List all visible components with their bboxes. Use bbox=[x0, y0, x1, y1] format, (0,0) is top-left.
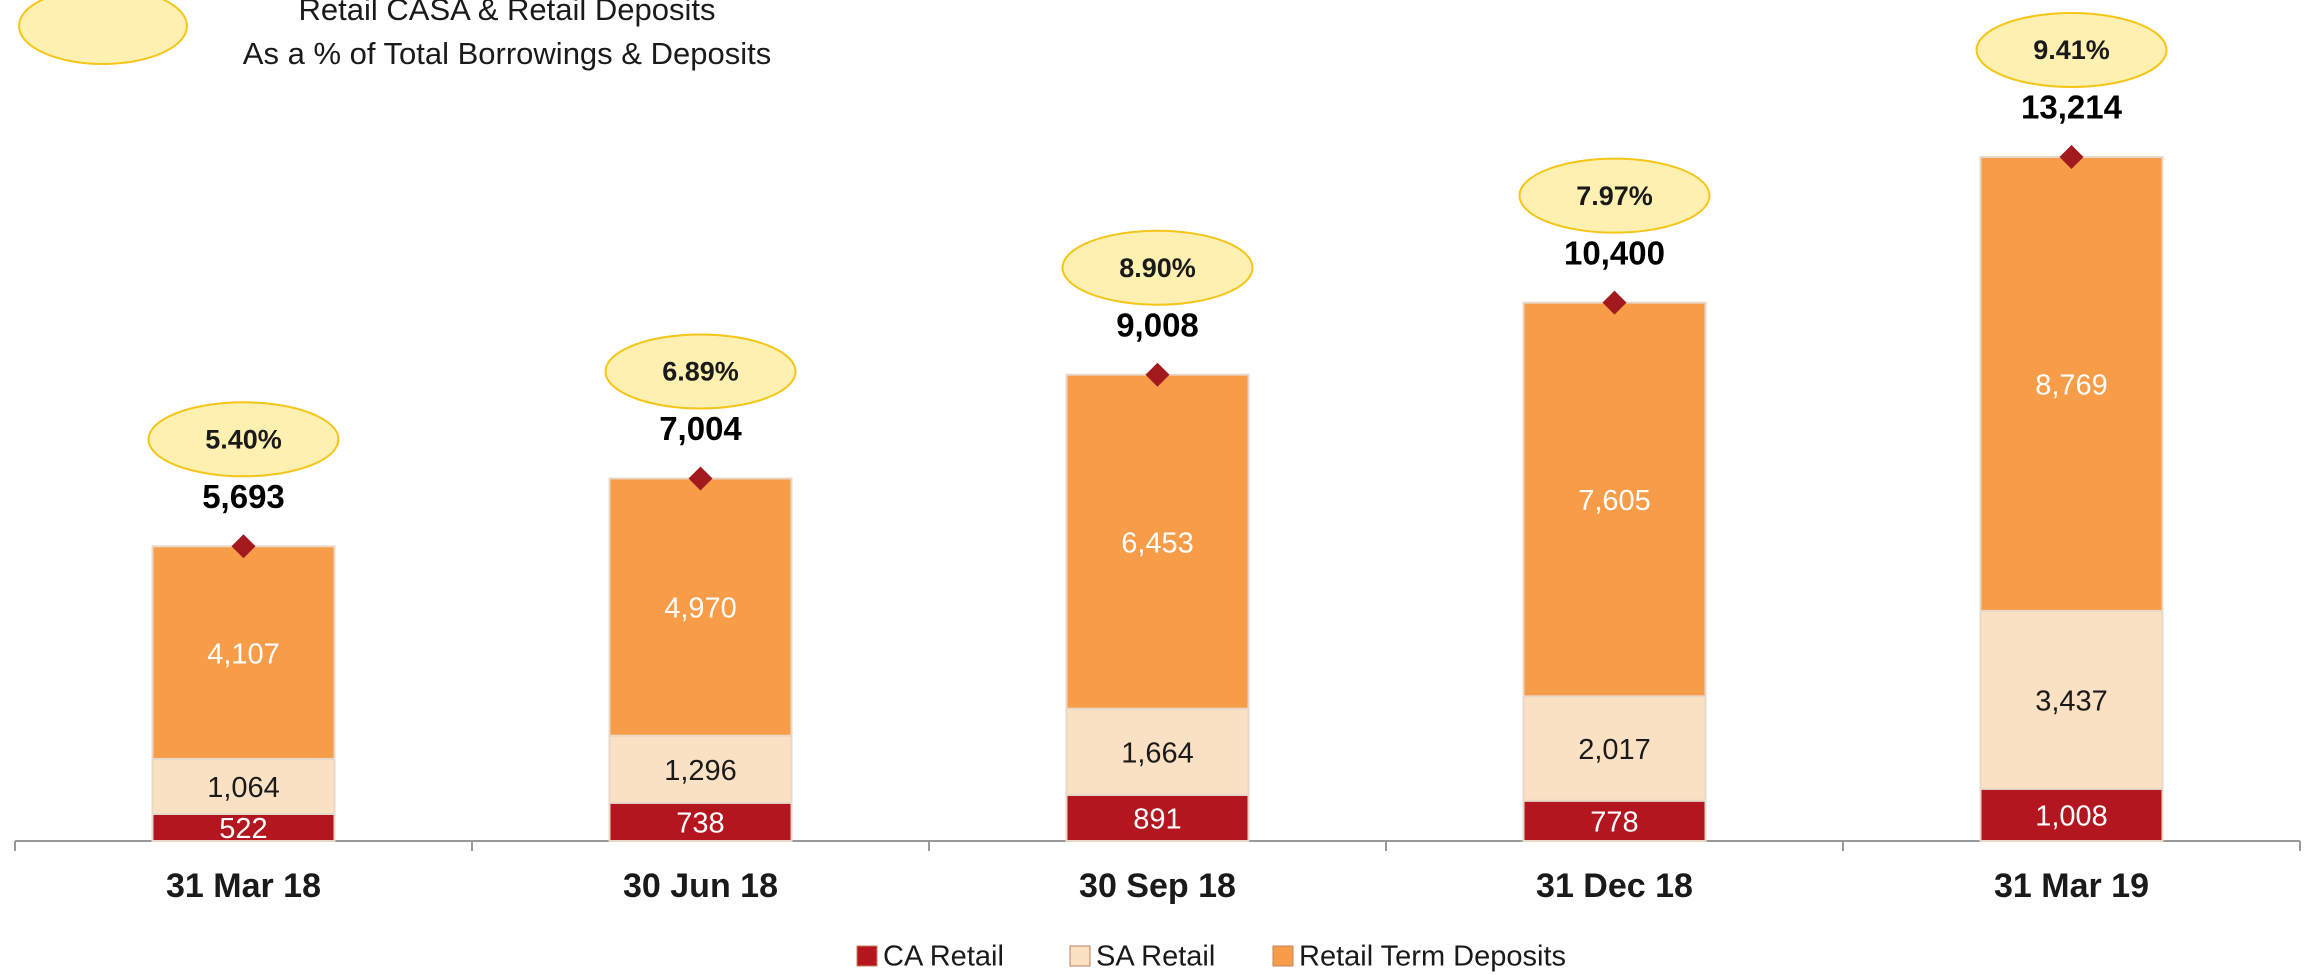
percent-label: 8.90% bbox=[1119, 253, 1196, 283]
legend-swatch bbox=[1272, 945, 1294, 967]
x-tick-label: 31 Dec 18 bbox=[1536, 867, 1693, 905]
data-label: 4,970 bbox=[664, 593, 737, 625]
bar-segment bbox=[1065, 793, 1250, 842]
data-label: 1,664 bbox=[1121, 737, 1194, 769]
total-marker bbox=[2059, 145, 2084, 169]
legend-label: SA Retail bbox=[1096, 941, 1215, 973]
legend-label: Retail Term Deposits bbox=[1299, 941, 1566, 973]
data-label: 522 bbox=[219, 813, 267, 845]
bar-segment bbox=[151, 545, 336, 760]
percent-bubble bbox=[147, 401, 340, 478]
total-label: 13,214 bbox=[2021, 89, 2123, 126]
data-label: 3,437 bbox=[2035, 686, 2108, 718]
total-label: 10,400 bbox=[1564, 234, 1665, 271]
total-marker bbox=[1145, 362, 1170, 387]
percent-label: 9.41% bbox=[2033, 35, 2110, 65]
data-label: 1,064 bbox=[207, 772, 280, 804]
data-label: 778 bbox=[1590, 807, 1638, 839]
total-label: 7,004 bbox=[659, 410, 742, 447]
x-tick-label: 31 Mar 19 bbox=[1994, 867, 2149, 905]
bar-segment bbox=[151, 757, 336, 815]
percent-legend-text: Retail CASA & Retail Deposits bbox=[299, 0, 716, 27]
total-marker bbox=[688, 466, 713, 491]
percent-label: 7.97% bbox=[1576, 181, 1653, 211]
data-label: 6,453 bbox=[1121, 527, 1194, 559]
data-label: 891 bbox=[1133, 804, 1181, 836]
percent-bubble bbox=[1975, 12, 2168, 88]
total-marker bbox=[231, 534, 256, 559]
x-tick-label: 30 Jun 18 bbox=[623, 867, 778, 905]
bar-segment bbox=[1065, 373, 1250, 710]
bar-segment bbox=[608, 477, 793, 737]
percent-bubble bbox=[1061, 229, 1254, 306]
percent-bubble bbox=[604, 333, 797, 410]
bar-segment bbox=[151, 812, 336, 842]
total-label: 9,008 bbox=[1116, 306, 1199, 343]
data-label: 1,296 bbox=[664, 755, 737, 787]
bar-segment bbox=[608, 734, 793, 804]
data-label: 2,017 bbox=[1578, 734, 1651, 766]
x-tick-label: 30 Sep 18 bbox=[1079, 867, 1236, 905]
bar-segment bbox=[1979, 156, 2164, 612]
bar-segment bbox=[1522, 301, 1707, 698]
bar-segment bbox=[608, 801, 793, 843]
legend-label: CA Retail bbox=[883, 941, 1004, 973]
percent-bubble bbox=[1518, 157, 1711, 234]
data-label: 7,605 bbox=[1578, 485, 1651, 517]
percent-legend-text: As a % of Total Borrowings & Deposits bbox=[243, 36, 771, 71]
total-label: 5,693 bbox=[202, 478, 285, 515]
x-tick-label: 31 Mar 18 bbox=[166, 867, 321, 905]
bar-segment bbox=[1522, 799, 1707, 842]
legend-swatch bbox=[856, 945, 878, 967]
percent-label: 5.40% bbox=[205, 424, 282, 454]
bar-segment bbox=[1979, 787, 2164, 843]
data-label: 1,008 bbox=[2035, 801, 2108, 833]
bar-segment bbox=[1979, 609, 2164, 790]
data-label: 4,107 bbox=[207, 638, 280, 670]
data-label: 8,769 bbox=[2035, 370, 2108, 402]
total-marker bbox=[1602, 290, 1627, 315]
percent-legend-ellipse bbox=[18, 0, 188, 65]
legend-swatch bbox=[1069, 945, 1091, 967]
data-label: 738 bbox=[676, 808, 724, 840]
percent-label: 6.89% bbox=[662, 357, 739, 387]
